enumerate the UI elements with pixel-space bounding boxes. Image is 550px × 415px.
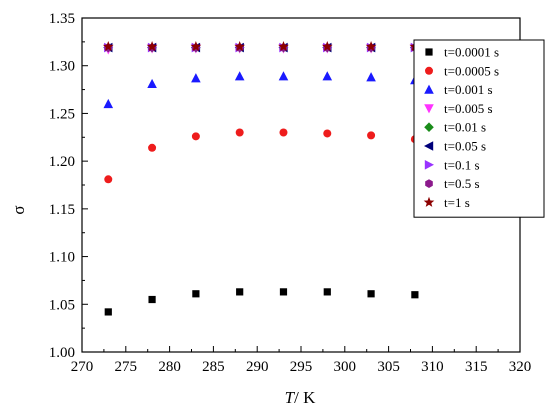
- legend-item: t=1 s: [423, 195, 470, 210]
- legend-marker: [425, 179, 433, 188]
- x-axis-title-symbol: T: [285, 388, 296, 407]
- legend-box: [413, 39, 545, 218]
- y-tick-label: 1.25: [49, 106, 75, 122]
- data-point: [235, 128, 244, 137]
- data-point: [236, 288, 244, 296]
- x-tick-label: 305: [377, 359, 400, 375]
- data-point: [191, 132, 200, 141]
- legend-label: t=0.5 s: [444, 176, 480, 191]
- data-point: [278, 71, 289, 81]
- legend-item: t=0.0001 s: [425, 45, 499, 60]
- x-tick-label: 270: [71, 359, 94, 375]
- data-point: [321, 41, 333, 52]
- legend-marker: [424, 160, 434, 170]
- y-tick-label: 1.15: [49, 202, 75, 218]
- legend-item: t=0.01 s: [424, 120, 486, 135]
- legend-marker: [424, 84, 434, 94]
- x-tick-label: 300: [334, 359, 357, 375]
- legend-label: t=1 s: [444, 195, 470, 210]
- x-tick-label: 290: [246, 359, 269, 375]
- data-point: [278, 41, 289, 52]
- x-tick-label: 320: [509, 359, 532, 375]
- data-point: [323, 129, 332, 138]
- legend-label: t=0.1 s: [444, 157, 480, 172]
- legend-label: t=0.001 s: [444, 82, 493, 97]
- data-point: [103, 98, 114, 109]
- data-point: [147, 78, 157, 89]
- axis-ticks: 270 275 280 285 290 295 300 305 310 315 320 1.00 1.0…: [49, 11, 532, 375]
- y-tick-label: 1.30: [49, 59, 75, 75]
- data-series: [102, 41, 421, 316]
- x-tick-label: 315: [465, 359, 488, 375]
- series-3: [103, 71, 420, 109]
- legend-label: t=0.05 s: [444, 139, 486, 154]
- x-tick-label: 285: [202, 359, 225, 375]
- series-9: [102, 41, 421, 52]
- legend-item: t=0.05 s: [424, 139, 486, 154]
- data-point: [104, 308, 112, 316]
- data-point: [365, 41, 377, 52]
- legend-label: t=0.005 s: [444, 101, 493, 116]
- legend-item: t=0.005 s: [424, 101, 493, 116]
- x-tick-label: 275: [115, 359, 138, 375]
- y-tick-label: 1.00: [49, 345, 75, 361]
- y-tick-label: 1.35: [49, 11, 75, 27]
- y-tick-label: 1.10: [49, 250, 75, 266]
- data-point: [367, 290, 375, 298]
- y-tick-label: 1.05: [49, 297, 75, 313]
- data-point: [366, 72, 376, 82]
- legend-marker: [425, 66, 433, 75]
- legend-item: t=0.001 s: [424, 82, 493, 97]
- data-point: [102, 41, 114, 52]
- data-point: [323, 288, 331, 296]
- legend-label: t=0.01 s: [444, 120, 486, 135]
- y-tick-label: 1.20: [49, 154, 75, 170]
- x-axis-title-unit: / K: [294, 388, 316, 407]
- data-point: [279, 128, 288, 137]
- x-tick-label: 295: [290, 359, 313, 375]
- legend-label: t=0.0005 s: [444, 63, 499, 78]
- legend-item: t=0.5 s: [425, 176, 480, 191]
- legend-label: t=0.0001 s: [444, 45, 499, 60]
- x-axis-title: T/ K: [285, 388, 316, 407]
- data-point: [191, 73, 201, 83]
- legend-marker: [425, 48, 433, 56]
- legend-item: t=0.1 s: [424, 157, 480, 172]
- data-point: [322, 71, 333, 81]
- legend-marker: [423, 196, 435, 207]
- legend-marker: [424, 122, 434, 132]
- legend-item: t=0.0005 s: [425, 63, 499, 78]
- series-2: [104, 128, 419, 184]
- legend-marker: [424, 141, 434, 151]
- data-point: [148, 295, 156, 304]
- data-point: [367, 131, 376, 140]
- data-point: [411, 291, 419, 299]
- x-tick-label: 310: [421, 359, 444, 375]
- x-tick-label: 280: [158, 359, 181, 375]
- legend: t=0.0001 s t=0.0005 s t=0.001 s t=0.005 s t=…: [413, 39, 545, 218]
- data-point: [148, 143, 157, 152]
- data-point: [104, 175, 113, 184]
- data-point: [234, 71, 245, 81]
- data-point: [192, 290, 200, 298]
- data-point: [234, 41, 246, 52]
- data-point: [279, 288, 288, 296]
- series-1: [104, 288, 419, 316]
- y-axis-title: σ: [9, 205, 28, 214]
- legend-marker: [424, 104, 434, 114]
- data-point: [190, 41, 202, 52]
- data-point: [146, 41, 158, 52]
